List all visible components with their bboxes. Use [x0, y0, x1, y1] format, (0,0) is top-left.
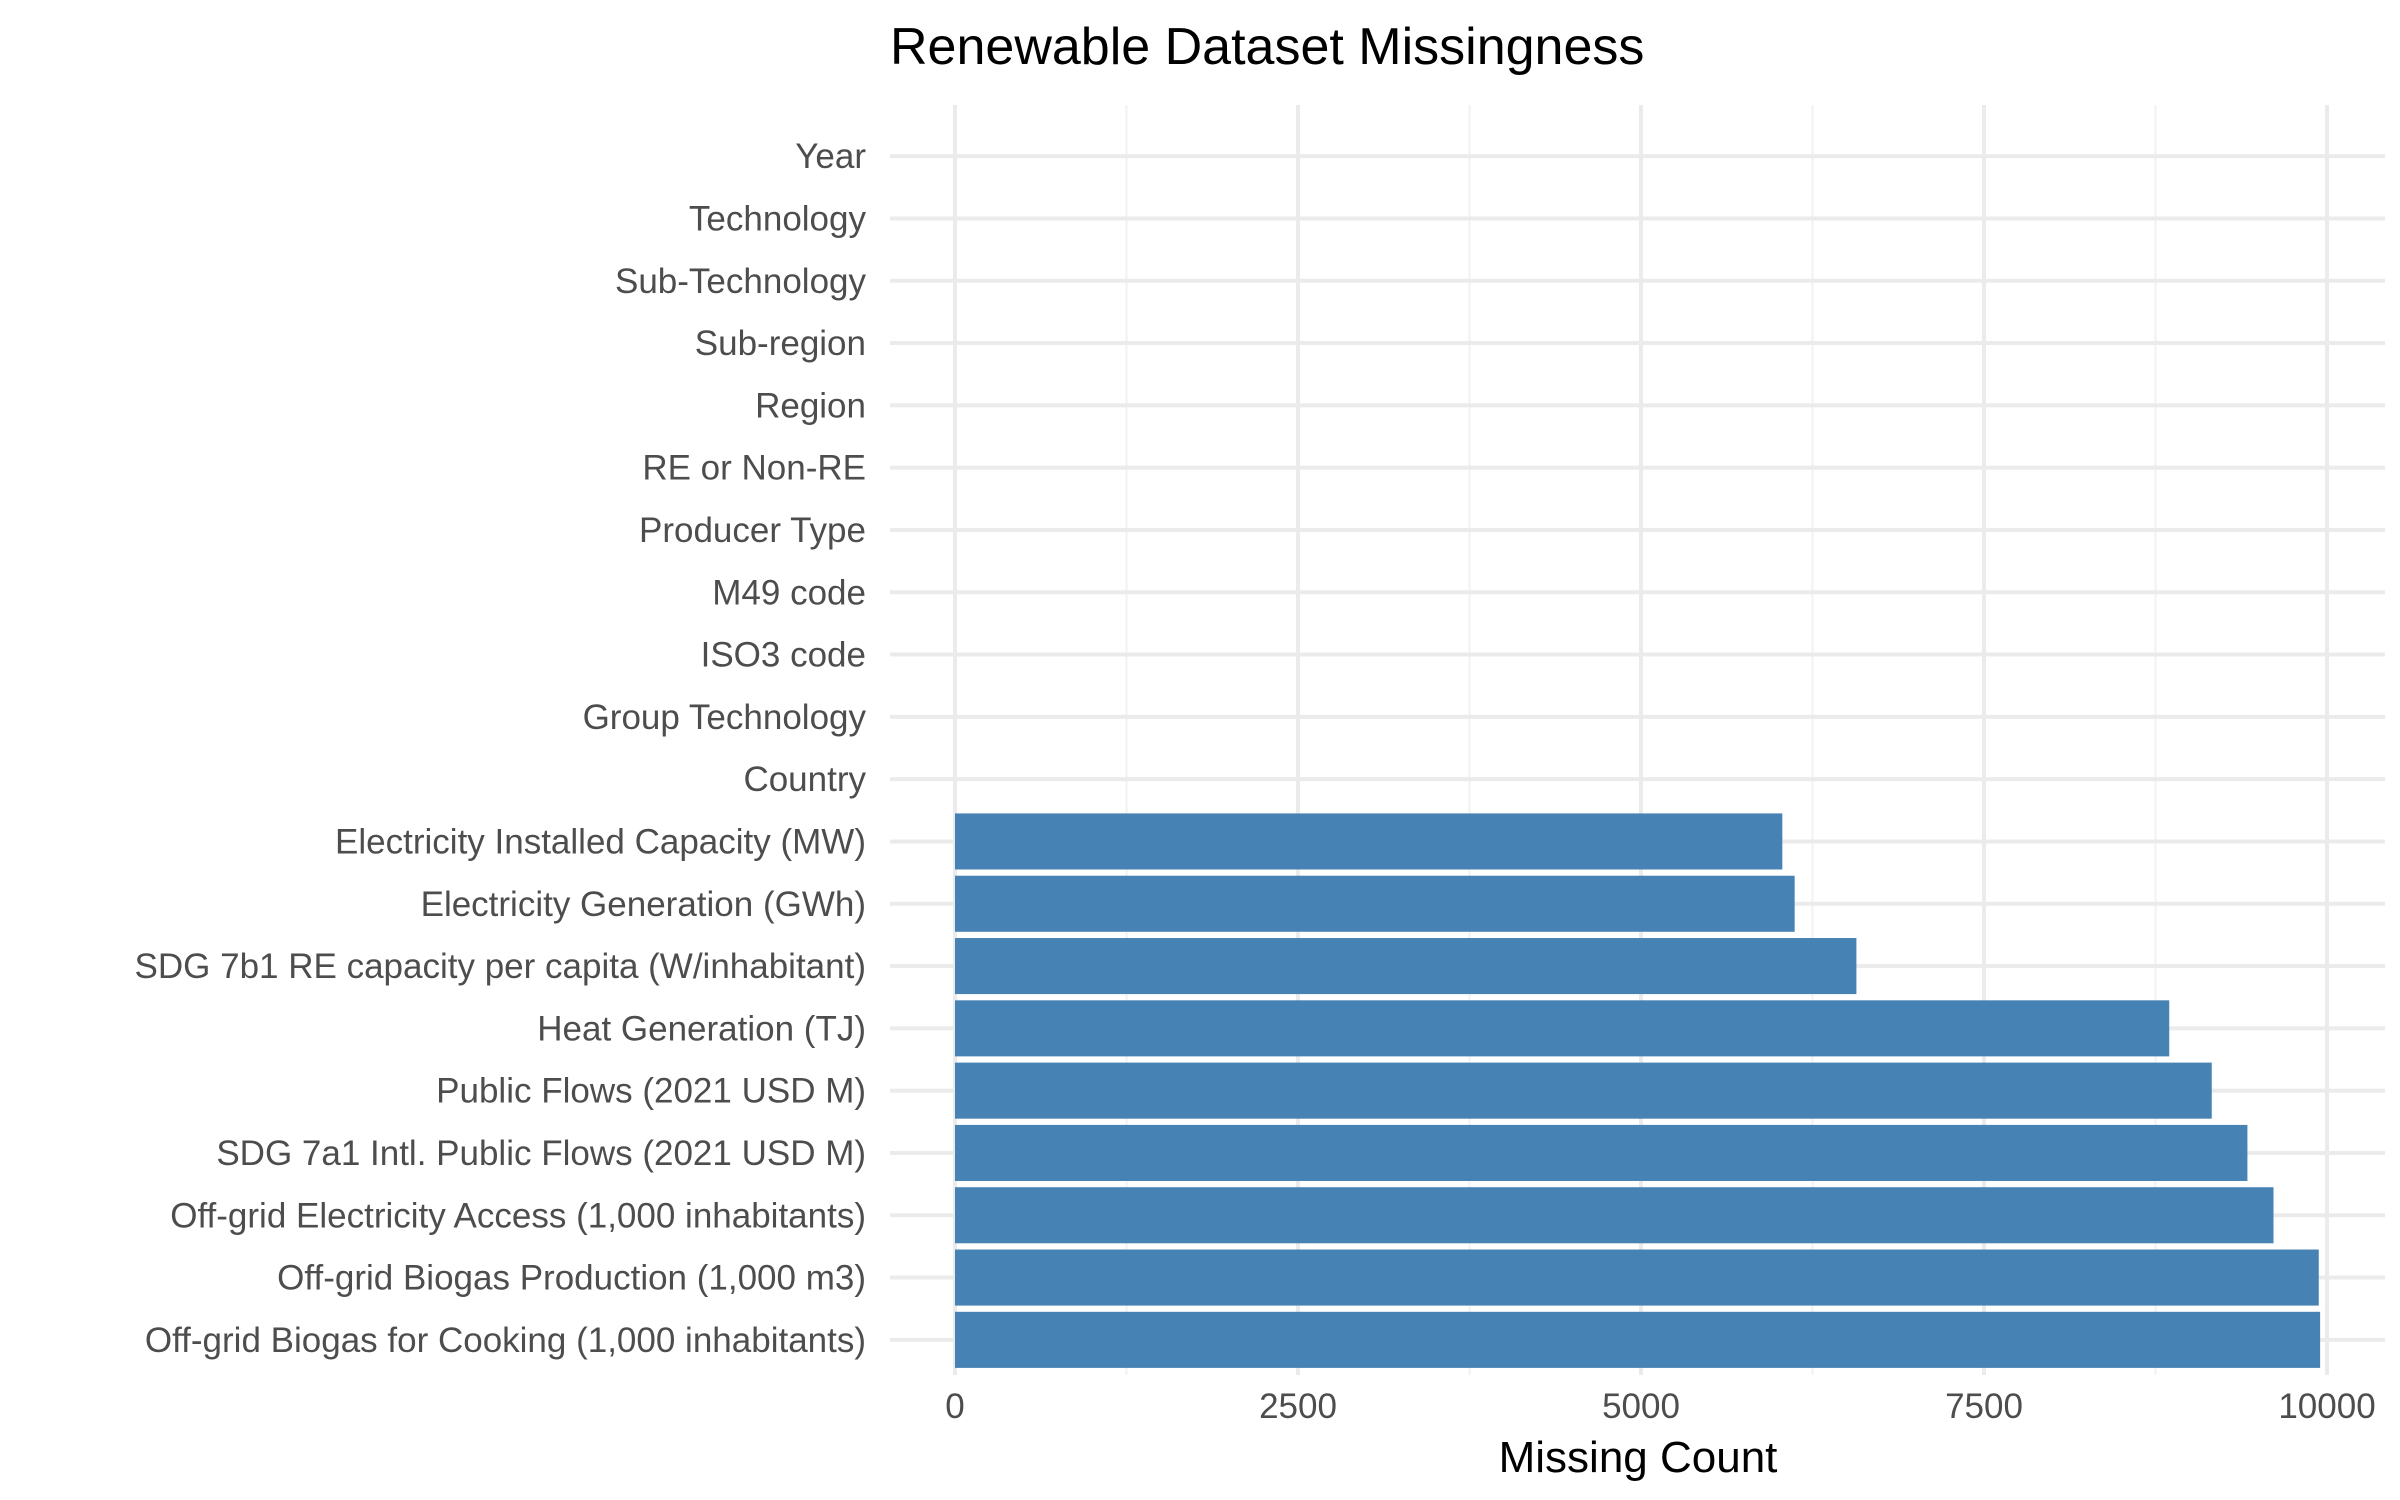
category-label: Sub-region — [695, 324, 866, 363]
category-label: Year — [795, 137, 866, 176]
category-label: ISO3 code — [701, 636, 866, 675]
category-label: Producer Type — [639, 511, 866, 550]
chart-title: Renewable Dataset Missingness — [890, 18, 1644, 76]
x-tick-label: 7500 — [1945, 1387, 2023, 1426]
category-label: Electricity Generation (GWh) — [421, 885, 866, 924]
category-label: Public Flows (2021 USD M) — [436, 1072, 866, 1111]
category-label: Electricity Installed Capacity (MW) — [335, 822, 866, 861]
x-tick-label: 0 — [945, 1387, 964, 1426]
bars — [955, 813, 2321, 1368]
bar — [955, 1311, 2321, 1368]
x-axis-title: Missing Count — [1499, 1433, 1778, 1482]
category-label: SDG 7b1 RE capacity per capita (W/inhabi… — [135, 947, 866, 986]
category-label: Off-grid Electricity Access (1,000 inhab… — [170, 1196, 866, 1235]
category-labels: Year Technology Sub-Technology Sub-region Re… — [135, 137, 867, 1360]
x-tick-label: 2500 — [1259, 1387, 1337, 1426]
bar — [955, 1124, 2248, 1181]
x-tick-label: 10000 — [2278, 1387, 2375, 1426]
category-label: Country — [743, 760, 866, 799]
x-tick-label: 5000 — [1602, 1387, 1680, 1426]
bar — [955, 938, 1857, 995]
category-label: RE or Non-RE — [642, 449, 866, 488]
category-label: M49 code — [712, 573, 866, 612]
category-label: Off-grid Biogas for Cooking (1,000 inhab… — [145, 1321, 866, 1360]
bar — [955, 875, 1795, 932]
x-tick-labels: 0 2500 5000 7500 10000 — [945, 1387, 2375, 1426]
category-label: Region — [755, 386, 866, 425]
category-label: Off-grid Biogas Production (1,000 m3) — [277, 1259, 866, 1298]
bar — [955, 1249, 2319, 1306]
category-label: Sub-Technology — [615, 262, 866, 301]
bar — [955, 813, 1783, 870]
bar — [955, 1062, 2212, 1119]
category-label: Group Technology — [583, 698, 867, 737]
category-label: Technology — [689, 199, 867, 238]
bar — [955, 1000, 2170, 1057]
category-label: SDG 7a1 Intl. Public Flows (2021 USD M) — [216, 1134, 866, 1173]
major-gridlines — [890, 105, 2385, 1375]
bar — [955, 1187, 2274, 1244]
category-label: Heat Generation (TJ) — [537, 1009, 866, 1048]
